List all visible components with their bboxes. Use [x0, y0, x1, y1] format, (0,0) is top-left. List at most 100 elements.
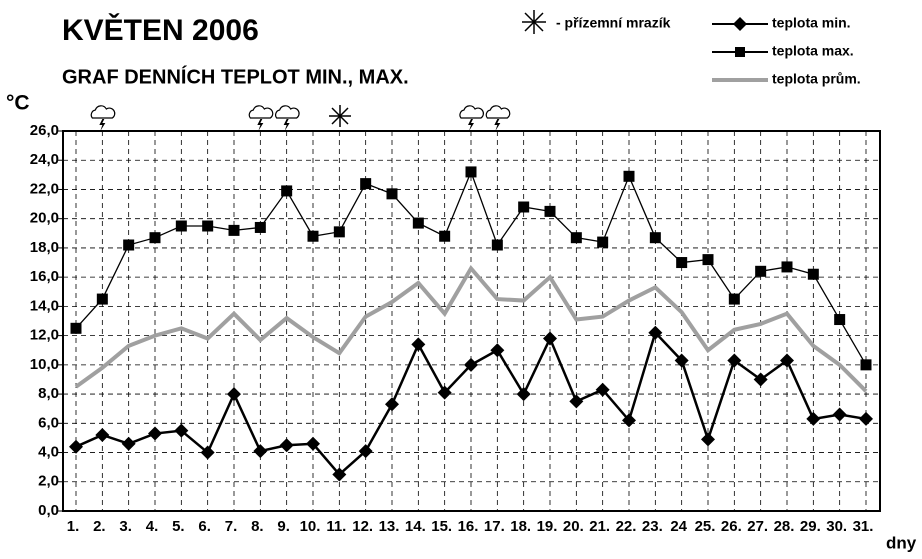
bolt: [468, 119, 474, 131]
bolt: [99, 119, 105, 131]
legend-label: teplota max.: [772, 43, 854, 59]
vertex: [760, 323, 761, 324]
marker: [280, 438, 294, 452]
chart-title: KVĚTEN 2006: [62, 13, 259, 47]
x-tick-label: 2.: [93, 518, 106, 535]
cloud: [486, 106, 509, 118]
marker: [229, 225, 240, 236]
marker: [861, 359, 872, 370]
vertex: [260, 340, 261, 341]
x-tick-label: 12.: [352, 518, 373, 535]
y-tick-label: 8,0: [38, 385, 59, 402]
x-axis-label: dny: [886, 533, 917, 552]
x-tick-label: 4.: [146, 518, 159, 535]
x-tick-label: 28.: [774, 518, 795, 535]
marker: [385, 397, 399, 411]
marker: [387, 188, 398, 199]
x-tick-label: 6.: [198, 518, 211, 535]
legend-marker: [735, 47, 745, 57]
marker: [69, 440, 83, 454]
marker: [176, 221, 187, 232]
y-tick-label: 2,0: [38, 473, 59, 490]
marker: [71, 323, 82, 334]
vertex: [181, 328, 182, 329]
marker: [411, 337, 425, 351]
storm-icon: [276, 106, 299, 131]
y-tick-label: 26,0: [30, 122, 59, 139]
vertex: [234, 313, 235, 314]
storm-icon: [91, 106, 114, 131]
y-tick-label: 22,0: [30, 180, 59, 197]
y-tick-label: 18,0: [30, 239, 59, 256]
marker: [97, 294, 108, 305]
x-tick-label: 8.: [251, 518, 264, 535]
x-tick-label: 25.: [695, 518, 716, 535]
x-tick-label: 15.: [431, 518, 452, 535]
x-tick-label: 24: [670, 518, 687, 535]
x-tick-label: 14.: [405, 518, 426, 535]
frost-day-icon: [329, 105, 351, 127]
vertex: [76, 386, 77, 387]
vertex: [102, 367, 103, 368]
x-tick-label: 19.: [537, 518, 558, 535]
cloud: [249, 106, 272, 118]
marker: [439, 231, 450, 242]
marker: [808, 269, 819, 280]
y-tick-label: 16,0: [30, 268, 59, 285]
marker: [413, 218, 424, 229]
marker: [360, 178, 371, 189]
marker: [95, 428, 109, 442]
x-tick-label: 22.: [616, 518, 637, 535]
cloud: [91, 106, 114, 118]
vertex: [681, 312, 682, 313]
vertex: [655, 287, 656, 288]
vertex: [602, 316, 603, 317]
marker: [281, 185, 292, 196]
vertex: [365, 316, 366, 317]
y-tick-label: 0,0: [38, 502, 59, 519]
vertex: [471, 268, 472, 269]
vertex: [787, 313, 788, 314]
y-tick-label: 6,0: [38, 414, 59, 431]
vertex: [497, 299, 498, 300]
vertex: [813, 345, 814, 346]
marker: [122, 437, 136, 451]
x-tick-label: 9.: [277, 518, 290, 535]
marker: [255, 222, 266, 233]
vertex: [708, 350, 709, 351]
marker: [597, 237, 608, 248]
x-tick-label: 30.: [826, 518, 847, 535]
x-tick-label: 5.: [172, 518, 185, 535]
marker: [806, 412, 820, 426]
vertex: [629, 300, 630, 301]
marker: [624, 171, 635, 182]
marker: [202, 221, 213, 232]
vertex: [523, 300, 524, 301]
storm-icon: [486, 106, 509, 131]
storm-icon: [460, 106, 483, 131]
x-tick-label: 18.: [510, 518, 531, 535]
marker: [518, 202, 529, 213]
marker: [253, 444, 267, 458]
legend-label: teplota prům.: [772, 71, 861, 87]
marker: [729, 294, 740, 305]
y-tick-label: 24,0: [30, 151, 59, 168]
marker: [466, 166, 477, 177]
vertex: [128, 345, 129, 346]
marker: [308, 231, 319, 242]
marker: [782, 261, 793, 272]
marker: [571, 232, 582, 243]
x-tick-label: 10.: [300, 518, 321, 535]
y-tick-label: 14,0: [30, 297, 59, 314]
x-tick-label: 1.: [67, 518, 80, 535]
chart: KVĚTEN 2006 GRAF DENNÍCH TEPLOT MIN., MA…: [0, 0, 922, 559]
x-tick-label: 3.: [119, 518, 132, 535]
marker: [150, 232, 161, 243]
marker: [492, 240, 503, 251]
y-tick-label: 12,0: [30, 327, 59, 344]
chart-subtitle: GRAF DENNÍCH TEPLOT MIN., MAX.: [62, 65, 409, 88]
vertex: [418, 283, 419, 284]
x-tick-label: 23.: [642, 518, 663, 535]
x-tick-label: 7.: [225, 518, 238, 535]
vertex: [286, 318, 287, 319]
